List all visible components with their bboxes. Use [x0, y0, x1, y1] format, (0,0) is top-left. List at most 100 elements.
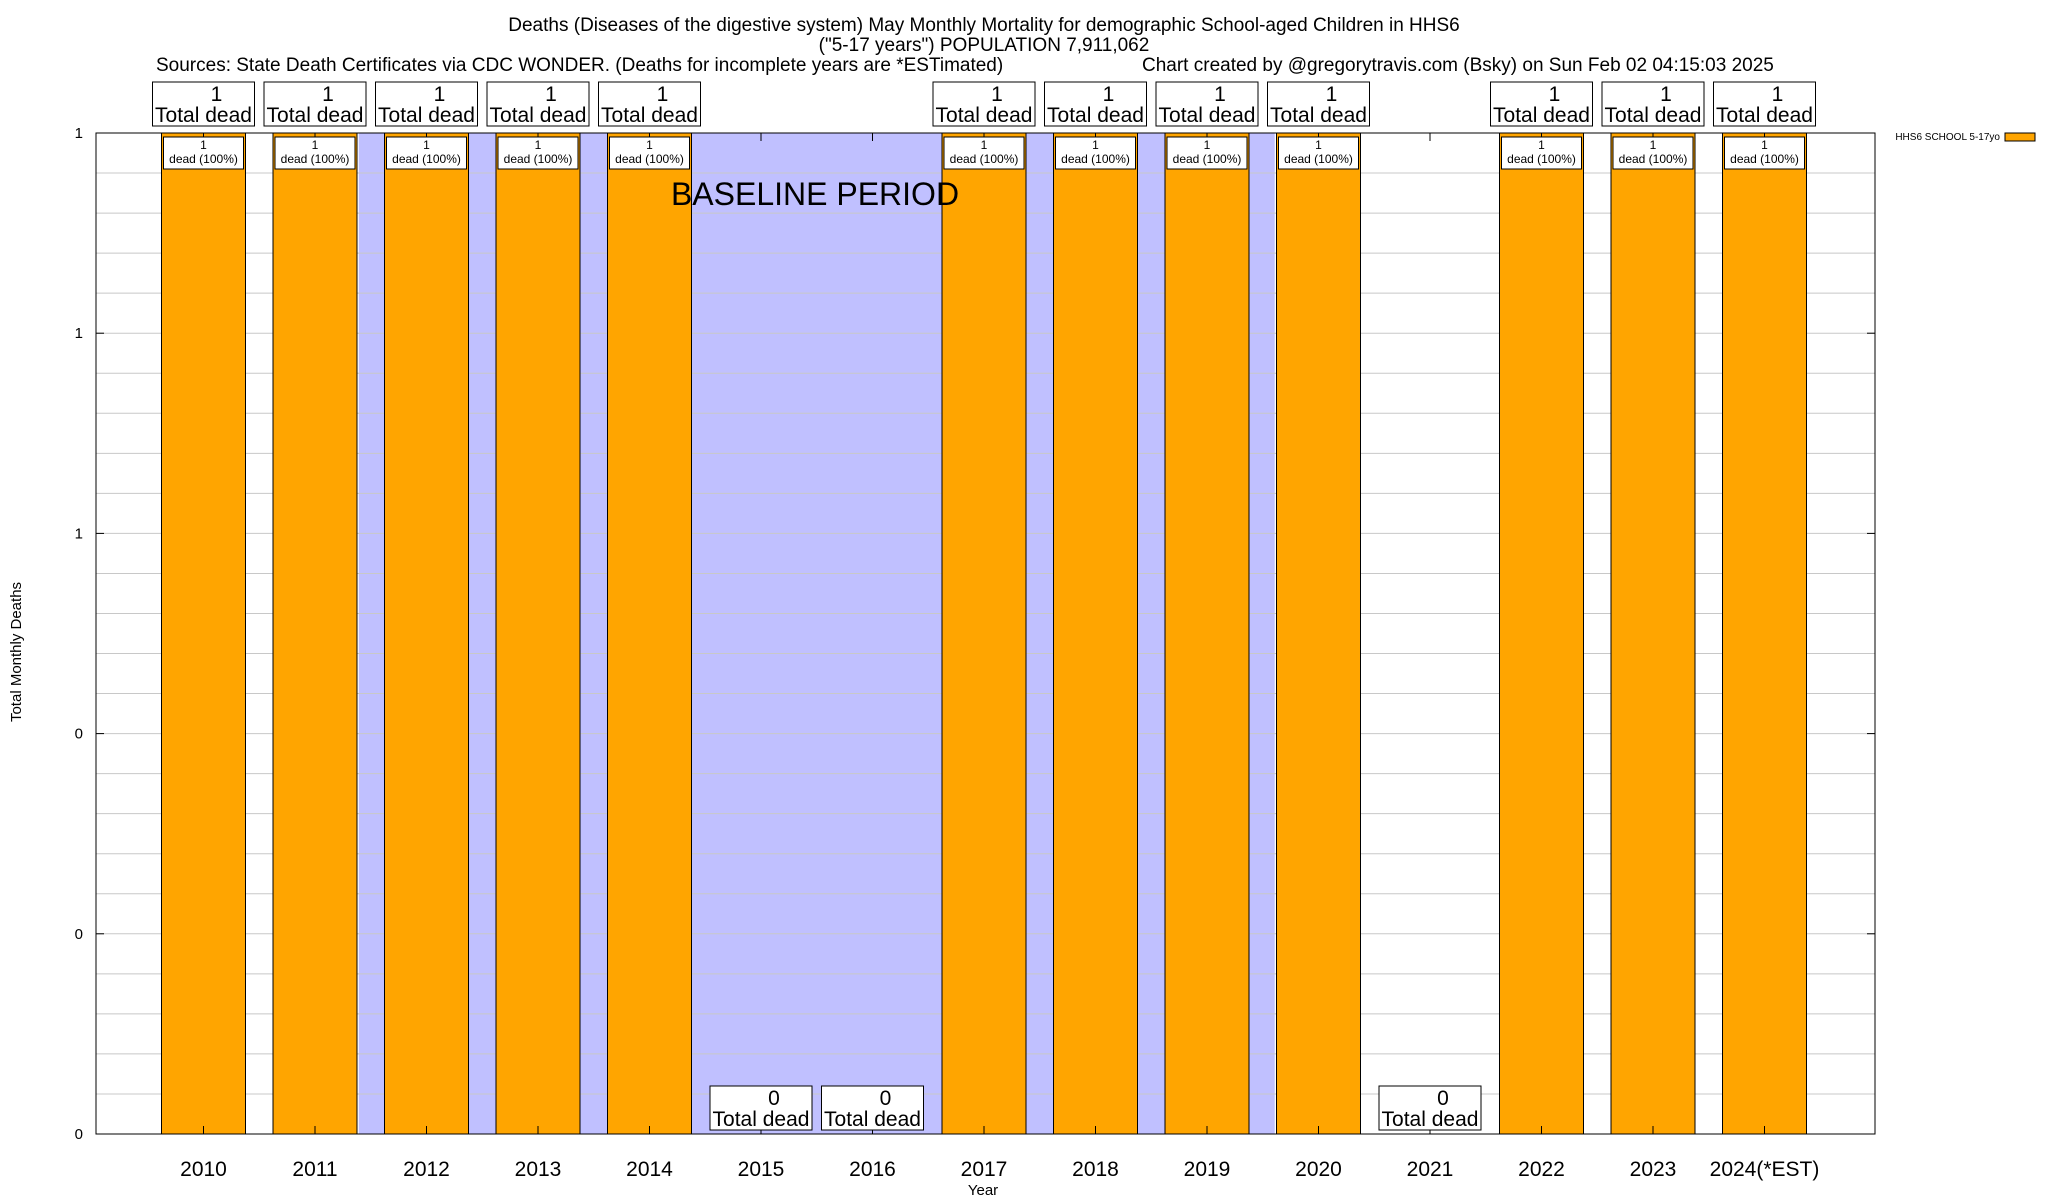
inner-label-box [274, 136, 356, 170]
total-label-box [375, 81, 478, 127]
bar [1610, 132, 1696, 1135]
bar [1499, 132, 1584, 1135]
inner-label-box [386, 136, 467, 170]
total-label-text: Total dead [1605, 104, 1702, 127]
total-label-box [932, 81, 1036, 127]
inner-label-box [1278, 136, 1359, 170]
inner-label-count: 1 [535, 138, 542, 152]
total-label-number: 0 [880, 1087, 892, 1110]
y-tick-label: 0 [75, 1126, 83, 1143]
inner-label-count: 1 [1650, 138, 1657, 152]
inner-label-count: 1 [646, 138, 653, 152]
total-label-text: Total dead [1382, 1108, 1479, 1131]
inner-label-count: 1 [312, 138, 319, 152]
y-tick-label: 1 [75, 525, 83, 542]
inner-label-box [163, 136, 244, 170]
chart-sources: Sources: State Death Certificates via CD… [156, 55, 1003, 76]
total-label-text: Total dead [1493, 104, 1590, 127]
total-label-number: 1 [1549, 83, 1561, 106]
inner-label-percent: dead (100%) [615, 152, 684, 166]
x-tick-label: 2021 [1407, 1158, 1454, 1181]
total-label-box [1267, 81, 1370, 127]
inner-label-percent: dead (100%) [1061, 152, 1130, 166]
bar [1053, 132, 1138, 1135]
bar [272, 132, 358, 1135]
total-label-box [1601, 81, 1705, 127]
inner-label-count: 1 [1204, 138, 1211, 152]
legend-label: HHS6 SCHOOL 5-17yo [1895, 132, 2000, 143]
inner-label-percent: dead (100%) [1284, 152, 1353, 166]
bar [607, 132, 692, 1135]
total-label-box [709, 1085, 813, 1131]
total-label-text: Total dead [1270, 104, 1367, 127]
inner-label-percent: dead (100%) [169, 152, 238, 166]
inner-label-count: 1 [981, 138, 988, 152]
x-tick-label: 2012 [403, 1158, 450, 1181]
total-label-box [821, 1085, 924, 1131]
inner-label-percent: dead (100%) [504, 152, 573, 166]
total-label-number: 1 [1103, 83, 1115, 106]
y-tick-label: 0 [75, 926, 83, 943]
x-tick-label: 2015 [738, 1158, 785, 1181]
bar [384, 132, 469, 1135]
x-tick-label: 2022 [1518, 1158, 1565, 1181]
total-label-box [598, 81, 701, 127]
legend: HHS6 SCHOOL 5-17yo [1895, 132, 2036, 143]
total-label-box [1490, 81, 1593, 127]
inner-label-box [1501, 136, 1582, 170]
inner-label-box [1612, 136, 1694, 170]
inner-label-box [609, 136, 690, 170]
x-tick-label: 2011 [292, 1158, 337, 1181]
bar [941, 132, 1027, 1135]
total-label-number: 1 [1660, 83, 1672, 106]
inner-label-percent: dead (100%) [1173, 152, 1242, 166]
total-label-text: Total dead [1047, 104, 1144, 127]
y-axis-label: Total Monthly Deaths [8, 582, 25, 722]
inner-label-box [1166, 136, 1248, 170]
total-label-box [1155, 81, 1259, 127]
bar [161, 132, 246, 1135]
total-label-text: Total dead [378, 104, 475, 127]
total-label-number: 1 [1772, 83, 1784, 106]
x-tick-label: 2014 [626, 1158, 673, 1181]
x-tick-label: 2013 [515, 1158, 562, 1181]
chart-credit: Chart created by @gregorytravis.com (Bsk… [1142, 55, 1774, 76]
total-label-number: 0 [1437, 1087, 1449, 1110]
inner-label-box [1724, 136, 1805, 170]
inner-label-percent: dead (100%) [1619, 152, 1688, 166]
inner-label-count: 1 [1315, 138, 1322, 152]
x-tick-label: 2023 [1630, 1158, 1677, 1181]
total-label-number: 1 [211, 83, 223, 106]
x-tick-label: 2018 [1072, 1158, 1119, 1181]
total-label-text: Total dead [267, 104, 364, 127]
chart-title-line1: Deaths (Diseases of the digestive system… [508, 15, 1459, 36]
total-label-box [1713, 81, 1816, 127]
total-label-box [1044, 81, 1147, 127]
total-label-text: Total dead [936, 104, 1033, 127]
x-tick-label: 2020 [1295, 1158, 1342, 1181]
inner-label-box [943, 136, 1025, 170]
total-label-number: 1 [434, 83, 446, 106]
bar [1164, 132, 1250, 1135]
total-label-box [1378, 1085, 1482, 1131]
total-label-text: Total dead [824, 1108, 921, 1131]
total-label-text: Total dead [490, 104, 587, 127]
total-label-number: 1 [322, 83, 334, 106]
total-label-number: 1 [1214, 83, 1226, 106]
legend-swatch [2004, 132, 2036, 142]
inner-label-count: 1 [1538, 138, 1545, 152]
x-tick-label: 2016 [849, 1158, 896, 1181]
inner-label-box [1055, 136, 1136, 170]
total-label-box [152, 81, 255, 127]
plot-frame [95, 132, 1876, 1135]
inner-label-percent: dead (100%) [1730, 152, 1799, 166]
total-label-number: 0 [768, 1087, 780, 1110]
total-label-number: 1 [657, 83, 669, 106]
inner-label-count: 1 [1092, 138, 1099, 152]
x-axis-label: Year [968, 1182, 998, 1199]
x-tick-label: 2017 [961, 1158, 1008, 1181]
inner-label-percent: dead (100%) [392, 152, 461, 166]
bar [495, 132, 581, 1135]
